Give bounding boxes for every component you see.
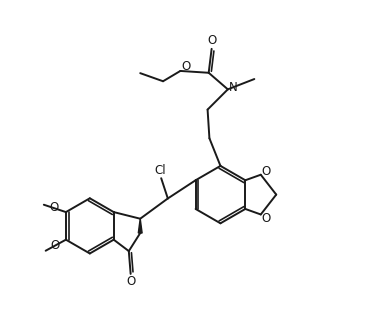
Text: O: O <box>262 212 271 225</box>
Text: O: O <box>50 239 60 253</box>
Text: O: O <box>181 60 190 73</box>
Text: N: N <box>229 81 238 94</box>
Polygon shape <box>138 219 142 233</box>
Text: O: O <box>207 34 216 47</box>
Text: O: O <box>49 201 59 214</box>
Text: O: O <box>126 275 135 288</box>
Text: Cl: Cl <box>155 164 166 177</box>
Text: O: O <box>262 165 271 178</box>
